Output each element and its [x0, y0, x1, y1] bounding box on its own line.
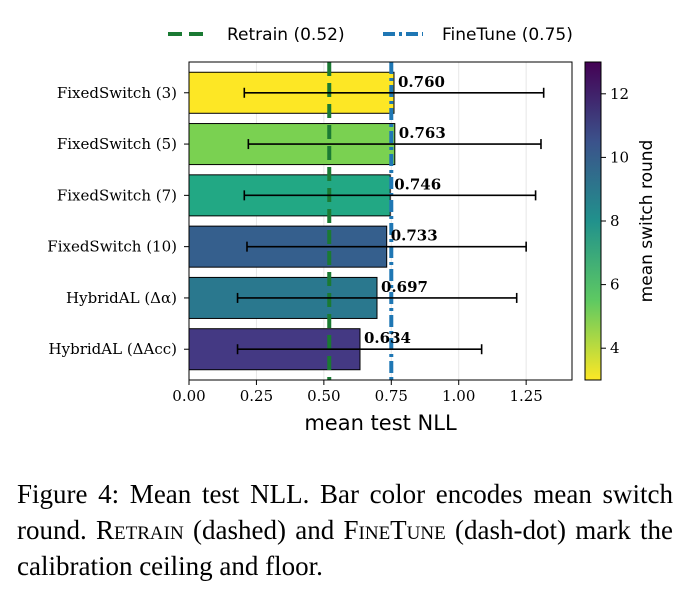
caption-text-3: (dash-dot) mark the calibration ceiling … [17, 515, 673, 581]
colorbar-tick-label: 10 [610, 148, 629, 166]
y-tick-label: FixedSwitch (5) [57, 135, 177, 153]
colorbar-label: mean switch round [637, 140, 657, 303]
colorbar: 4 6 8 10 12 mean switch round [584, 61, 657, 381]
colorbar-gradient [584, 61, 602, 381]
y-tick-label: HybridAL (Δα) [66, 289, 177, 307]
y-tick-label: FixedSwitch (10) [47, 238, 177, 256]
x-tick-label: 1.25 [509, 387, 542, 405]
caption-text-1: Figure 4: Mean test NLL. Bar color encod… [17, 479, 673, 545]
legend: Retrain (0.52) FineTune (0.75) [168, 25, 573, 45]
figure-caption: Figure 4: Mean test NLL. Bar color encod… [17, 476, 673, 584]
colorbar-tick-label: 8 [610, 212, 620, 230]
caption-retrain: Retrain [96, 515, 184, 545]
chart: Retrain (0.52) FineTune (0.75) 0.760 0.763… [47, 25, 657, 435]
value-labels: 0.760 0.763 0.746 0.733 0.697 0.634 [364, 73, 446, 347]
y-tick-label: FixedSwitch (7) [57, 186, 177, 204]
value-label: 0.760 [398, 73, 445, 91]
value-label: 0.634 [364, 329, 411, 347]
value-label: 0.746 [394, 175, 441, 193]
x-tick-label: 0.50 [307, 387, 340, 405]
colorbar-tick-label: 4 [610, 339, 620, 357]
bars [188, 71, 396, 371]
x-axis-label: mean test NLL [304, 411, 457, 435]
plot-frame [188, 61, 573, 381]
legend-label: Retrain (0.52) [227, 25, 345, 45]
caption-text-2: (dashed) and [183, 515, 344, 545]
error-bars [236, 87, 545, 355]
y-tick-label: HybridAL (ΔAcc) [49, 340, 177, 358]
value-label: 0.733 [391, 227, 438, 245]
y-tick-label: FixedSwitch (3) [57, 84, 177, 102]
reference-lines [327, 62, 394, 380]
x-tick-label: 1.00 [442, 387, 475, 405]
x-tick-label: 0.75 [375, 387, 408, 405]
y-axis: FixedSwitch (3) FixedSwitch (5) FixedSwitc… [47, 84, 189, 358]
x-axis: 0.00 0.25 0.50 0.75 1.00 1.25 [172, 380, 543, 405]
x-tick-label: 0.25 [240, 387, 273, 405]
colorbar-tick-label: 6 [610, 276, 620, 294]
value-label: 0.763 [399, 124, 446, 142]
colorbar-tick-label: 12 [610, 85, 629, 103]
legend-label: FineTune (0.75) [442, 25, 573, 45]
value-label: 0.697 [381, 278, 428, 296]
x-tick-label: 0.00 [172, 387, 205, 405]
caption-finetune: FineTune [343, 515, 446, 545]
